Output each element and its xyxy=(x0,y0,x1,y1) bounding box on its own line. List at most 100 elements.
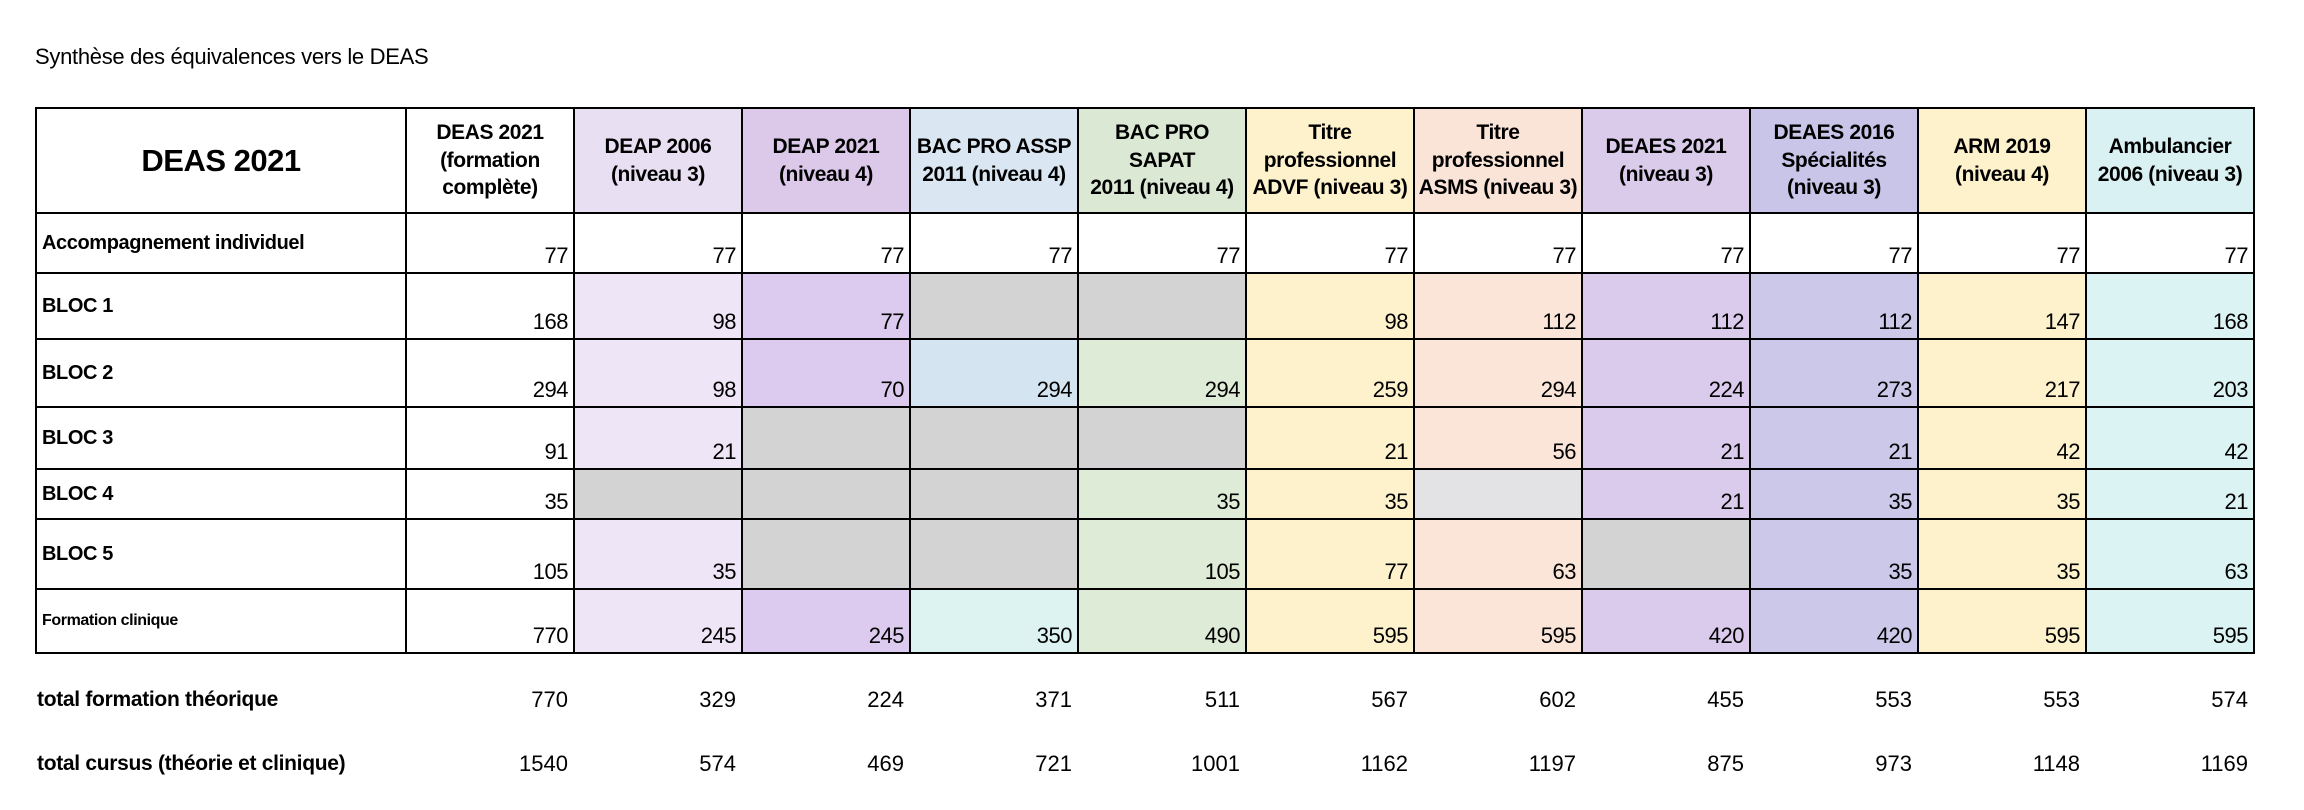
summary-value-titre-pro-asms: 602 xyxy=(1539,687,1576,712)
value-cell-arm-2019: 217 xyxy=(1919,340,2087,408)
value-cell-arm-2019: 35 xyxy=(1919,470,2087,520)
corner-cell: DEAS 2021 xyxy=(37,109,407,214)
summary-row: total cursus (théorie et clinique) 1540 57… xyxy=(35,742,2253,786)
value-cell-deaes-2021: 112 xyxy=(1583,274,1751,340)
value-cell-bac-pro-assp: 294 xyxy=(911,340,1079,408)
summary-value-deas-2021-complete: 1540 xyxy=(519,751,568,776)
table-area: DEAS 2021 DEAS 2021 (formation complète) D… xyxy=(35,107,2255,786)
value-cell-deaes-2016: 35 xyxy=(1751,470,1919,520)
summary-value-ambulancier-2006: 574 xyxy=(2211,687,2248,712)
value-cell-deap-2021: 245 xyxy=(743,590,911,654)
value-cell-deaes-2016: 112 xyxy=(1751,274,1919,340)
column-header-bac-pro-sapat: BAC PRO SAPAT 2011 (niveau 4) xyxy=(1079,109,1247,214)
empty-cell-deaes-2021 xyxy=(1583,520,1751,590)
value-cell-deap-2006: 98 xyxy=(575,340,743,408)
value-cell-deas-2021-complete: 35 xyxy=(407,470,575,520)
value-cell-deap-2006: 21 xyxy=(575,408,743,470)
value-cell-deaes-2021: 77 xyxy=(1583,214,1751,274)
summary-value-arm-2019: 1148 xyxy=(2032,751,2080,776)
column-header-deap-2021: DEAP 2021 (niveau 4) xyxy=(743,109,911,214)
value-cell-deas-2021-complete: 294 xyxy=(407,340,575,408)
empty-cell-titre-pro-asms xyxy=(1415,470,1583,520)
equivalence-table: DEAS 2021 DEAS 2021 (formation complète) D… xyxy=(35,107,2255,654)
summary-value-ambulancier-2006: 1169 xyxy=(2200,751,2248,776)
value-cell-arm-2019: 35 xyxy=(1919,520,2087,590)
value-cell-deaes-2021: 21 xyxy=(1583,408,1751,470)
value-cell-deap-2021: 77 xyxy=(743,214,911,274)
column-header-deas-2021-complete: DEAS 2021 (formation complète) xyxy=(407,109,575,214)
summary-value-bac-pro-assp: 371 xyxy=(1035,687,1072,712)
value-cell-deap-2021: 77 xyxy=(743,274,911,340)
summary-value-titre-pro-advf: 567 xyxy=(1371,687,1408,712)
summary-value-deap-2006: 574 xyxy=(699,751,736,776)
summary-value-bac-pro-assp: 721 xyxy=(1035,751,1072,776)
value-cell-ambulancier-2006: 595 xyxy=(2087,590,2255,654)
column-header-arm-2019: ARM 2019 (niveau 4) xyxy=(1919,109,2087,214)
value-cell-titre-pro-asms: 63 xyxy=(1415,520,1583,590)
value-cell-deas-2021-complete: 770 xyxy=(407,590,575,654)
empty-cell-deap-2021 xyxy=(743,470,911,520)
value-cell-bac-pro-sapat: 294 xyxy=(1079,340,1247,408)
column-header-bac-pro-assp: BAC PRO ASSP 2011 (niveau 4) xyxy=(911,109,1079,214)
value-cell-titre-pro-asms: 112 xyxy=(1415,274,1583,340)
value-cell-deaes-2021: 21 xyxy=(1583,470,1751,520)
value-cell-titre-pro-advf: 77 xyxy=(1247,520,1415,590)
column-header-deaes-2016: DEAES 2016 Spécialités (niveau 3) xyxy=(1751,109,1919,214)
column-header-ambulancier-2006: Ambulancier 2006 (niveau 3) xyxy=(2087,109,2255,214)
value-cell-deaes-2016: 21 xyxy=(1751,408,1919,470)
value-cell-bac-pro-sapat: 490 xyxy=(1079,590,1247,654)
value-cell-titre-pro-advf: 77 xyxy=(1247,214,1415,274)
summary-value-arm-2019: 553 xyxy=(2043,687,2080,712)
value-cell-deas-2021-complete: 91 xyxy=(407,408,575,470)
summary-value-deap-2021: 224 xyxy=(867,687,904,712)
value-cell-bac-pro-sapat: 105 xyxy=(1079,520,1247,590)
value-cell-deas-2021-complete: 168 xyxy=(407,274,575,340)
value-cell-titre-pro-advf: 259 xyxy=(1247,340,1415,408)
empty-cell-deap-2021 xyxy=(743,520,911,590)
empty-cell-bac-pro-sapat xyxy=(1079,274,1247,340)
summary-value-deas-2021-complete: 770 xyxy=(531,687,568,712)
value-cell-titre-pro-asms: 56 xyxy=(1415,408,1583,470)
summary-value-deaes-2016: 973 xyxy=(1875,751,1912,776)
value-cell-bac-pro-assp: 350 xyxy=(911,590,1079,654)
empty-cell-bac-pro-assp xyxy=(911,520,1079,590)
value-cell-deaes-2021: 224 xyxy=(1583,340,1751,408)
value-cell-titre-pro-advf: 35 xyxy=(1247,470,1415,520)
value-cell-bac-pro-sapat: 77 xyxy=(1079,214,1247,274)
row-label: Accompagnement individuel xyxy=(37,214,407,274)
column-header-deap-2006: DEAP 2006 (niveau 3) xyxy=(575,109,743,214)
value-cell-arm-2019: 595 xyxy=(1919,590,2087,654)
empty-cell-bac-pro-sapat xyxy=(1079,408,1247,470)
value-cell-deaes-2016: 77 xyxy=(1751,214,1919,274)
row-label: BLOC 4 xyxy=(37,470,407,520)
empty-cell-bac-pro-assp xyxy=(911,274,1079,340)
value-cell-arm-2019: 77 xyxy=(1919,214,2087,274)
empty-cell-bac-pro-assp xyxy=(911,470,1079,520)
row-label: Formation clinique xyxy=(37,590,407,654)
summary-value-deaes-2021: 875 xyxy=(1707,751,1744,776)
summary-value-titre-pro-advf: 1162 xyxy=(1360,751,1408,776)
value-cell-titre-pro-asms: 595 xyxy=(1415,590,1583,654)
value-cell-deaes-2016: 35 xyxy=(1751,520,1919,590)
value-cell-deaes-2016: 420 xyxy=(1751,590,1919,654)
column-header-titre-pro-asms: Titre professionnel ASMS (niveau 3) xyxy=(1415,109,1583,214)
value-cell-titre-pro-advf: 98 xyxy=(1247,274,1415,340)
value-cell-titre-pro-asms: 294 xyxy=(1415,340,1583,408)
value-cell-deaes-2016: 273 xyxy=(1751,340,1919,408)
summary-row-label: total formation théorique xyxy=(37,688,278,711)
document-title: Synthèse des équivalences vers le DEAS xyxy=(35,44,429,69)
value-cell-ambulancier-2006: 42 xyxy=(2087,408,2255,470)
summary-value-bac-pro-sapat: 1001 xyxy=(1191,751,1240,776)
value-cell-deap-2021: 70 xyxy=(743,340,911,408)
column-header-deaes-2021: DEAES 2021 (niveau 3) xyxy=(1583,109,1751,214)
value-cell-deas-2021-complete: 105 xyxy=(407,520,575,590)
value-cell-deap-2006: 245 xyxy=(575,590,743,654)
summary-row-label: total cursus (théorie et clinique) xyxy=(37,752,346,775)
empty-cell-deap-2006 xyxy=(575,470,743,520)
value-cell-deap-2006: 35 xyxy=(575,520,743,590)
value-cell-titre-pro-asms: 77 xyxy=(1415,214,1583,274)
row-label: BLOC 5 xyxy=(37,520,407,590)
summary-value-titre-pro-asms: 1197 xyxy=(1528,751,1576,776)
value-cell-ambulancier-2006: 168 xyxy=(2087,274,2255,340)
value-cell-bac-pro-sapat: 35 xyxy=(1079,470,1247,520)
